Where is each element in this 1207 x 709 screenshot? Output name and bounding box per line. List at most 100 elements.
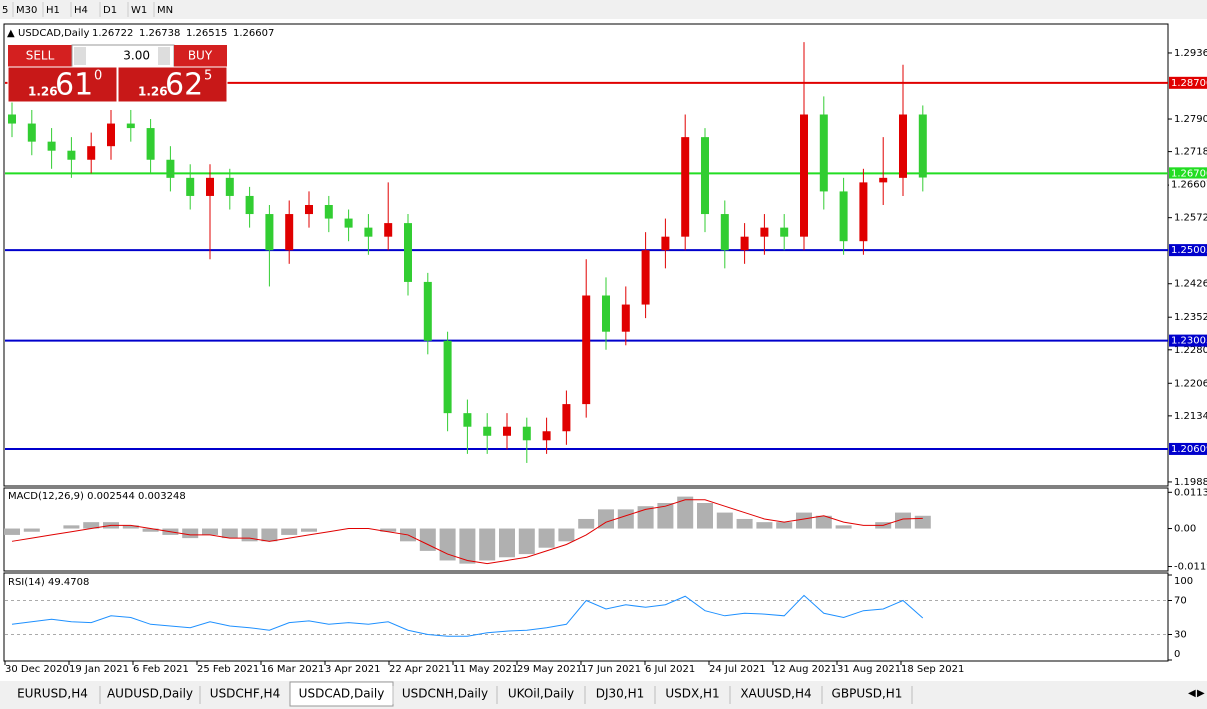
timeframe-button[interactable]: M30 <box>16 5 37 16</box>
tab-scroll-right[interactable]: ▶ <box>1197 688 1205 699</box>
price-level-tag <box>1169 334 1207 347</box>
macd-bar <box>835 525 852 529</box>
candle-body <box>839 191 848 242</box>
y-tick-label: 1.23520 <box>1174 312 1207 323</box>
x-tick-label: 18 Sep 2021 <box>901 664 964 675</box>
tab[interactable]: DJ30,H1 <box>596 687 645 701</box>
timeframe-button[interactable]: 5 <box>2 5 8 16</box>
price-level-label: 1.26700 <box>1171 168 1207 179</box>
candle-body <box>503 426 511 436</box>
candle-body <box>47 141 56 151</box>
macd-bar <box>558 528 575 542</box>
candle-body <box>780 227 789 237</box>
chart-symbol: USDCAD,Daily <box>18 28 89 39</box>
candle-body <box>641 250 650 305</box>
tab[interactable]: XAUUSD,H4 <box>740 687 811 701</box>
price-level-tag <box>1169 442 1207 455</box>
sell-button[interactable] <box>8 45 72 67</box>
buy-price-sup: 5 <box>204 69 212 84</box>
macd-bar <box>380 528 397 532</box>
sell-price-sup: 0 <box>94 69 102 84</box>
price-level-label: 1.23003 <box>1171 336 1207 347</box>
candle-body <box>67 150 76 160</box>
sell-price-digits: 61 <box>55 68 93 103</box>
candle-body <box>87 146 96 160</box>
y-tick-label: 1.21340 <box>1174 411 1207 422</box>
candle-body <box>404 223 412 282</box>
candle-body <box>364 227 373 237</box>
tab[interactable]: USDCNH,Daily <box>402 687 488 701</box>
candle-body <box>562 404 571 432</box>
tab[interactable]: USDCHF,H4 <box>210 687 280 701</box>
candle-body <box>265 214 274 251</box>
macd-bar <box>756 522 773 529</box>
macd-signal <box>11 499 923 565</box>
tab[interactable]: AUDUSD,Daily <box>107 687 193 701</box>
timeframe-button[interactable]: H1 <box>46 5 60 16</box>
macd-bar <box>301 528 317 532</box>
tab[interactable]: GBPUSD,H1 <box>832 687 903 701</box>
y-tick-label: 1.19880 <box>1174 477 1207 488</box>
timeframe-button[interactable]: MN <box>157 5 173 16</box>
candle-body <box>27 123 36 142</box>
timeframe-button[interactable]: W1 <box>131 5 147 16</box>
macd-bar <box>657 503 674 529</box>
candle-body <box>899 114 907 178</box>
tab[interactable]: UKOil,Daily <box>508 687 574 701</box>
lots-down[interactable] <box>74 47 86 65</box>
x-tick-label: 24 Jul 2021 <box>709 664 766 675</box>
candle-body <box>483 426 492 436</box>
y-tick-label: 1.27180 <box>1174 147 1207 158</box>
timeframe-button[interactable]: H4 <box>74 5 88 16</box>
candle-body <box>819 114 828 192</box>
candle-body <box>206 177 214 196</box>
macd-bar <box>677 496 694 529</box>
candle-body <box>918 114 927 178</box>
lots-value: 3.00 <box>123 49 150 63</box>
x-tick-label: 17 Jun 2021 <box>581 664 641 675</box>
buy-price-box[interactable] <box>117 66 228 103</box>
candle-body <box>324 204 333 219</box>
sell-label: SELL <box>26 49 55 63</box>
macd-bar <box>578 518 595 529</box>
candle-body <box>701 137 709 215</box>
tab-scroll-left[interactable]: ◀ <box>1188 688 1196 699</box>
candle-body <box>126 123 135 129</box>
y-tick-label: 1.25720 <box>1174 213 1207 224</box>
candle-body <box>522 426 531 441</box>
macd-bar <box>23 528 40 532</box>
x-tick-label: 29 May 2021 <box>517 664 582 675</box>
macd-bar <box>459 528 476 564</box>
active-tab <box>289 681 394 707</box>
buy-button[interactable] <box>174 45 227 67</box>
tab[interactable]: USDCAD,Daily <box>299 687 385 701</box>
y-tick-label: 1.29360 <box>1174 48 1207 59</box>
lots-up[interactable] <box>158 47 170 65</box>
buy-price-big: 1.26 <box>138 85 168 99</box>
y-tick-label: 100 <box>1174 576 1193 587</box>
x-tick-label: 6 Feb 2021 <box>133 664 189 675</box>
tab[interactable]: EURUSD,H4 <box>17 687 88 701</box>
candle-body <box>463 413 472 427</box>
y-tick-label: 70 <box>1174 596 1187 607</box>
tab[interactable]: USDX,H1 <box>665 687 719 701</box>
candle-body <box>800 114 808 237</box>
sell-price-box[interactable] <box>7 66 118 103</box>
macd-bar <box>261 528 278 542</box>
macd-bar <box>538 528 555 548</box>
y-tick-label: 1.22060 <box>1174 378 1207 389</box>
tab-bar <box>0 681 1207 709</box>
macd-bar <box>419 528 436 551</box>
macd-bar <box>281 528 298 535</box>
y-tick-label: 1.24260 <box>1174 279 1207 290</box>
quote-value: 1.26722 <box>92 28 133 39</box>
macd-bar <box>182 528 199 539</box>
macd-bar <box>736 518 753 529</box>
candle-body <box>582 295 591 405</box>
x-tick-label: 22 Apr 2021 <box>389 664 451 675</box>
macd-bar <box>815 515 832 529</box>
buy-label: BUY <box>188 49 213 63</box>
timeframe-button[interactable]: D1 <box>103 5 117 16</box>
macd-bar <box>63 525 80 529</box>
